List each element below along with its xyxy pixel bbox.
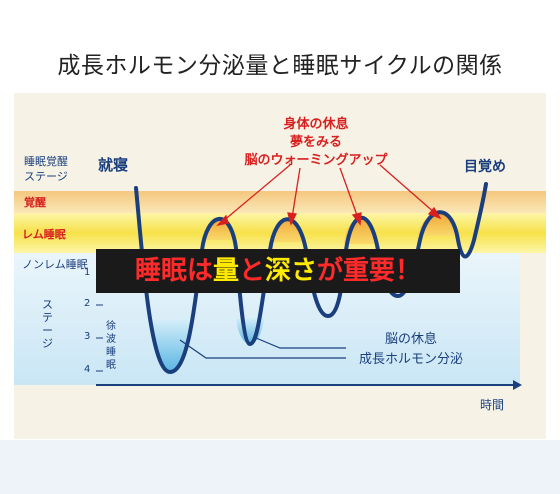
y-axis-heading-line2: ステージ bbox=[24, 170, 68, 183]
nonrem-label: ノンレム睡眠 bbox=[22, 258, 88, 271]
bedtime-marker: 就寝 bbox=[98, 156, 129, 174]
deep-annotation-line2: 成長ホルモン分泌 bbox=[358, 352, 463, 367]
rem-annotation-arrows bbox=[216, 164, 442, 227]
rem-annotation: 身体の休息 夢をみる 脳のウォーミングアップ bbox=[226, 116, 406, 170]
bottom-band bbox=[0, 440, 560, 494]
deep-sleep-label: 徐波睡眠 bbox=[106, 321, 116, 371]
x-axis-arrow-icon bbox=[513, 380, 522, 390]
stage-tick-1: 1 bbox=[84, 267, 91, 278]
banner-part2: 量 bbox=[212, 256, 239, 286]
rem-label: レム睡眠 bbox=[22, 228, 66, 241]
rem-annotation-line3: 脳のウォーミングアップ bbox=[244, 153, 388, 168]
banner-background bbox=[96, 249, 460, 293]
stage-tick-2: 2 bbox=[84, 298, 91, 309]
banner-part3: と bbox=[238, 256, 265, 286]
stage-label: ステージ bbox=[42, 298, 53, 350]
banner-part1: 睡眠は bbox=[134, 256, 213, 286]
stage-tick-3: 3 bbox=[84, 331, 91, 342]
deep-annotation-lines bbox=[179, 337, 346, 359]
banner-part5: が重要！ bbox=[317, 256, 422, 286]
stage-tick-4: 4 bbox=[84, 364, 91, 375]
awake-band bbox=[14, 191, 546, 213]
x-axis-label: 時間 bbox=[480, 398, 505, 412]
y-axis-heading: 睡眠覚醒 ステージ bbox=[24, 154, 68, 184]
rem-annotation-line2: 夢をみる bbox=[289, 135, 342, 150]
rem-annotation-line1: 身体の休息 bbox=[283, 117, 349, 132]
wake-marker: 目覚め bbox=[464, 159, 506, 175]
deep-annotation-line1: 脳の休息 bbox=[384, 332, 437, 347]
deep-annotation: 脳の休息 成長ホルモン分泌 bbox=[346, 330, 476, 370]
banner-part4: 深さ bbox=[265, 256, 318, 286]
awake-label: 覚醒 bbox=[24, 196, 46, 209]
y-axis-heading-line1: 睡眠覚醒 bbox=[24, 155, 68, 168]
page-title: 成長ホルモン分泌量と睡眠サイクルの関係 bbox=[57, 53, 503, 79]
banner-text: 睡眠は量と深さが重要！ bbox=[100, 254, 456, 288]
